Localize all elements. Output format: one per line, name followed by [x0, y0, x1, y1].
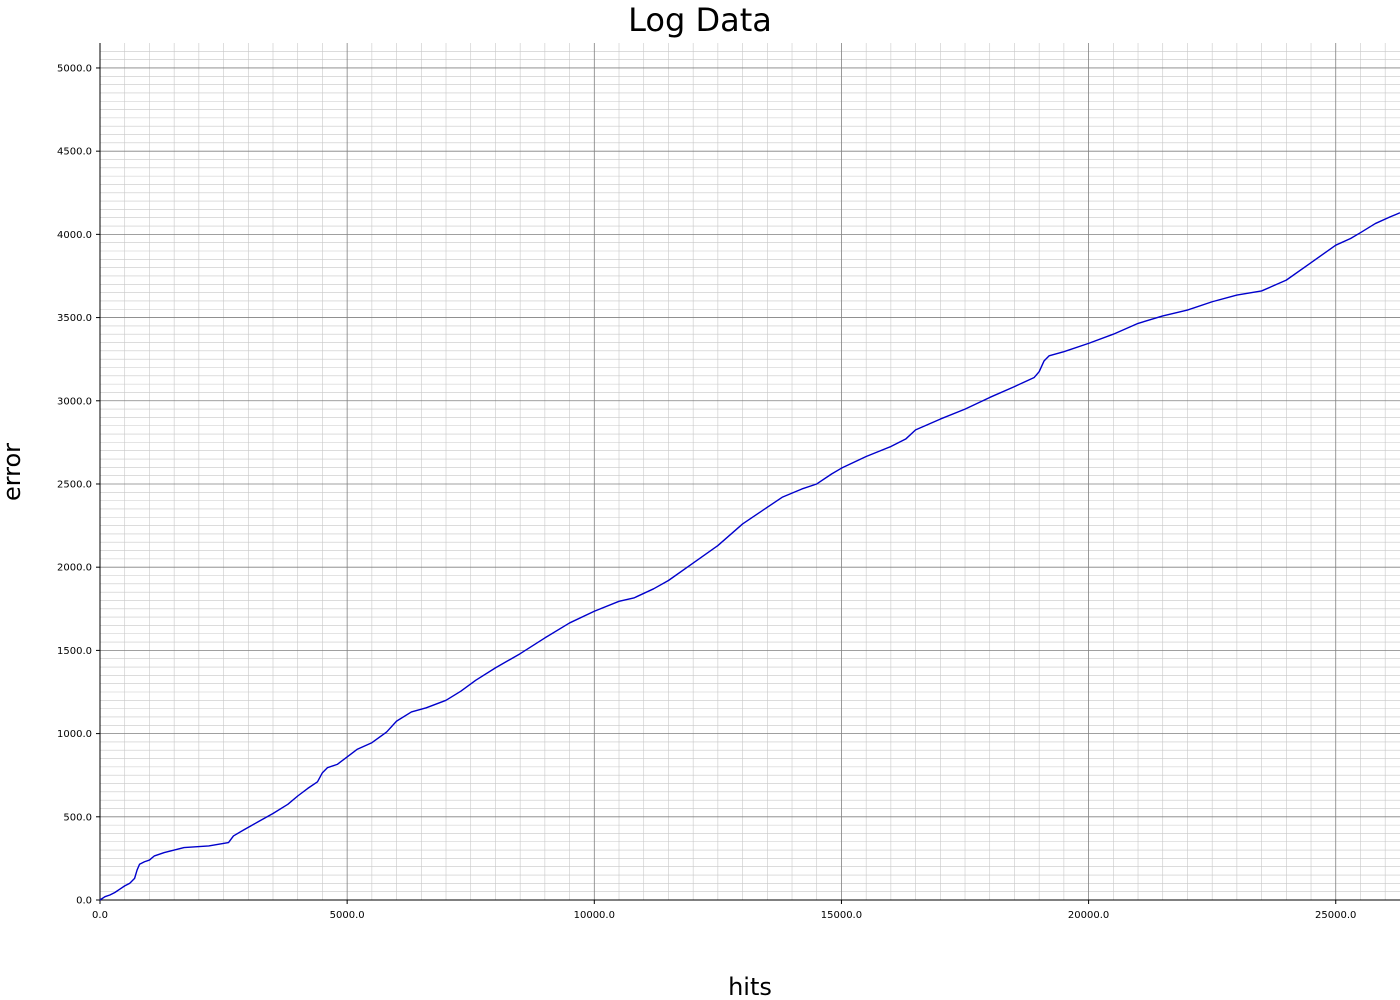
y-axis-label: error — [0, 443, 26, 501]
y-tick-label: 1000.0 — [57, 729, 92, 740]
x-tick-label: 5000.0 — [330, 910, 365, 921]
axes — [96, 43, 1400, 904]
y-tick-label: 4000.0 — [57, 230, 92, 241]
x-tick-labels: 0.0 5000.0 10000.0 15000.0 20000.0 25000.0 — [92, 910, 1356, 921]
x-tick-label: 10000.0 — [574, 910, 615, 921]
y-tick-label: 5000.0 — [57, 63, 92, 74]
y-tick-label: 500.0 — [63, 812, 92, 823]
x-tick-label: 20000.0 — [1068, 910, 1109, 921]
y-tick-label: 3000.0 — [57, 396, 92, 407]
x-tick-label: 15000.0 — [821, 910, 862, 921]
y-tick-label: 3500.0 — [57, 313, 92, 324]
x-tick-label: 0.0 — [92, 910, 108, 921]
series-line — [99, 212, 1400, 901]
series-layer — [99, 212, 1400, 901]
y-tick-label: 2500.0 — [57, 479, 92, 490]
y-tick-label: 4500.0 — [57, 147, 92, 158]
x-axis-label: hits — [728, 973, 772, 1000]
chart-title: Log Data — [628, 1, 772, 39]
x-tick-label: 25000.0 — [1315, 910, 1356, 921]
major-gridlines — [100, 43, 1400, 900]
y-tick-labels: 0.0 500.0 1000.0 1500.0 2000.0 2500.0 3000.0 35… — [57, 63, 92, 906]
y-tick-label: 0.0 — [76, 896, 92, 907]
y-tick-label: 1500.0 — [57, 646, 92, 657]
minor-gridlines — [100, 43, 1400, 900]
y-tick-label: 2000.0 — [57, 563, 92, 574]
